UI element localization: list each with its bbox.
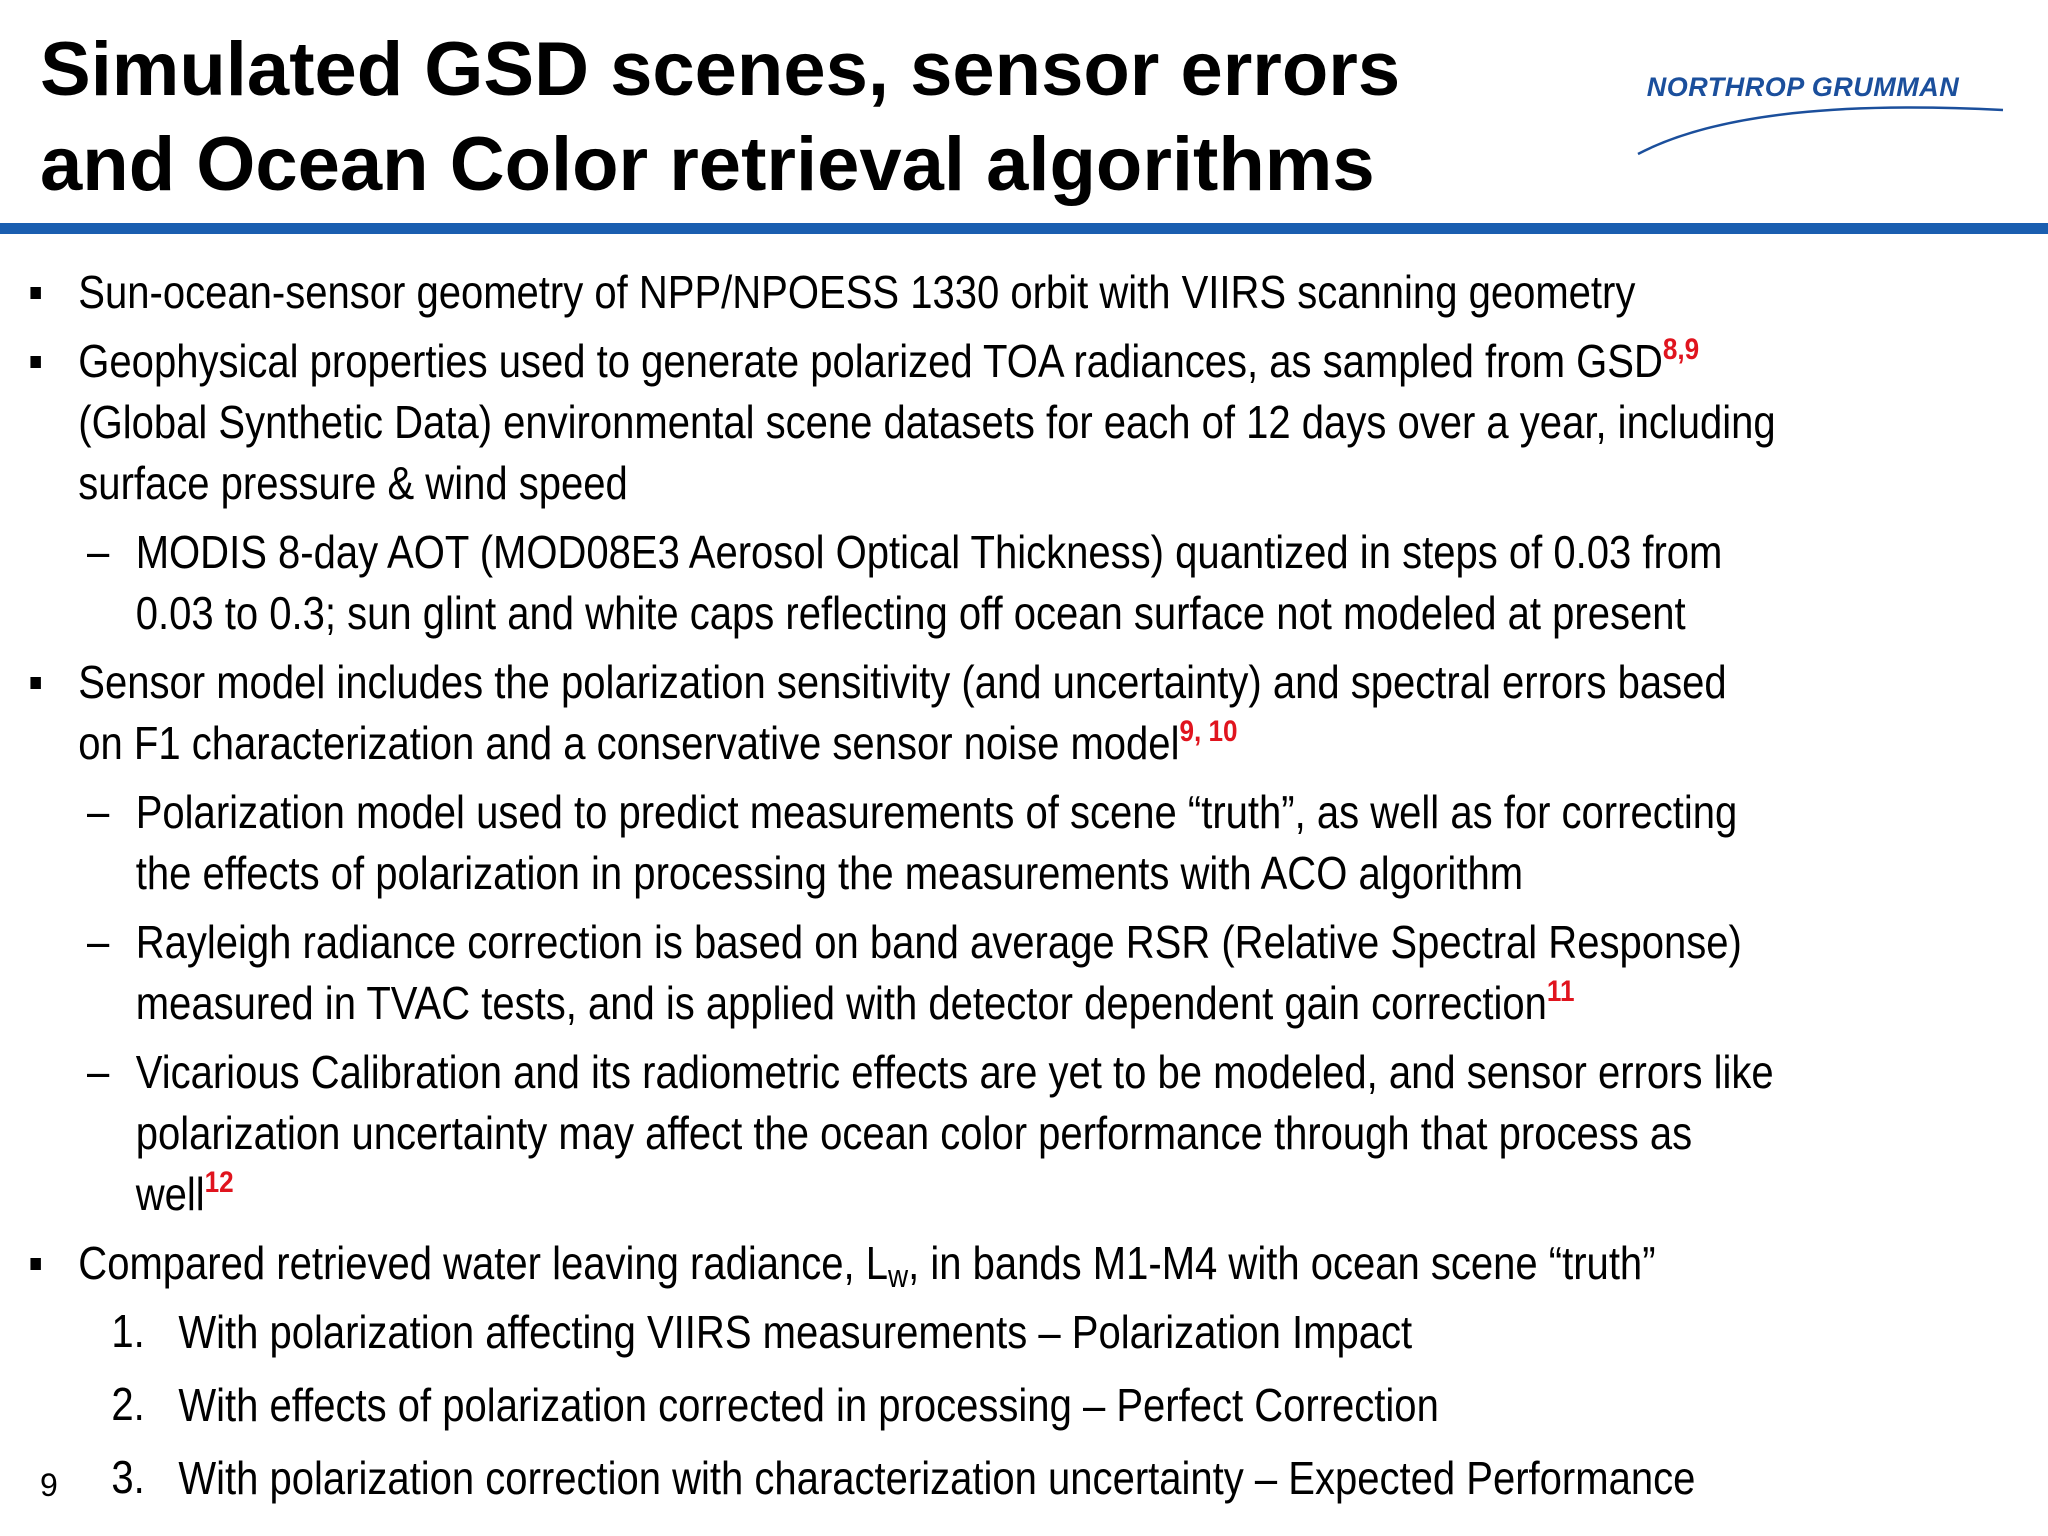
item-number: 3. bbox=[111, 1451, 145, 1503]
numbered-item: 2. With effects of polarization correcte… bbox=[0, 1375, 1782, 1436]
bullet-text: Sensor model includes the polarization s… bbox=[78, 656, 1727, 769]
numbered-item-text: With effects of polarization corrected i… bbox=[178, 1379, 1439, 1431]
page-number: 9 bbox=[40, 1467, 58, 1503]
sub-bullet-item: – MODIS 8-day AOT (MOD08E3 Aerosol Optic… bbox=[0, 522, 1782, 644]
sub-bullet-item: – Vicarious Calibration and its radiomet… bbox=[0, 1042, 1782, 1225]
sub-bullet-text: Rayleigh radiance correction is based on… bbox=[135, 916, 1742, 1029]
slide-body: Sun-ocean-sensor geometry of NPP/NPOESS … bbox=[0, 262, 1782, 1521]
square-bullet-icon bbox=[30, 356, 41, 368]
numbered-item-text: With polarization correction with charac… bbox=[178, 1452, 1696, 1504]
slide-title: Simulated GSD scenes, sensor errors and … bbox=[40, 22, 1540, 212]
item-number: 1. bbox=[111, 1305, 145, 1357]
bullet-text: Compared retrieved water leaving radianc… bbox=[78, 1237, 889, 1289]
reference-superscript: 9, 10 bbox=[1179, 715, 1238, 748]
numbered-item: 1. With polarization affecting VIIRS mea… bbox=[0, 1302, 1782, 1363]
northrop-grumman-logo: NORTHROP GRUMMAN bbox=[1598, 72, 2008, 162]
bullet-text-continued: (Global Synthetic Data) environmental sc… bbox=[78, 396, 1776, 509]
dash-marker: – bbox=[87, 1045, 110, 1097]
dash-marker: – bbox=[87, 525, 110, 577]
numbered-item-text: With polarization affecting VIIRS measur… bbox=[178, 1306, 1413, 1358]
title-line-1: Simulated GSD scenes, sensor errors bbox=[40, 27, 1401, 112]
bullet-item: Sun-ocean-sensor geometry of NPP/NPOESS … bbox=[0, 262, 1782, 323]
reference-superscript: 12 bbox=[204, 1166, 234, 1199]
square-bullet-icon bbox=[30, 287, 41, 299]
dash-marker: – bbox=[87, 785, 110, 837]
bullet-item: Sensor model includes the polarization s… bbox=[0, 652, 1782, 774]
reference-superscript: 11 bbox=[1546, 975, 1575, 1008]
sub-bullet-item: – Rayleigh radiance correction is based … bbox=[0, 912, 1782, 1034]
bullet-text-continued: , in bands M1-M4 with ocean scene “truth… bbox=[908, 1237, 1656, 1289]
bullet-text: Geophysical properties used to generate … bbox=[78, 335, 1663, 387]
numbered-item: 3. With polarization correction with cha… bbox=[0, 1448, 1782, 1509]
sub-bullet-text: Polarization model used to predict measu… bbox=[135, 786, 1738, 899]
sub-bullet-item: – Polarization model used to predict mea… bbox=[0, 782, 1782, 904]
sub-bullet-text: Vicarious Calibration and its radiometri… bbox=[135, 1046, 1774, 1220]
bullet-text: Sun-ocean-sensor geometry of NPP/NPOESS … bbox=[78, 266, 1636, 318]
title-line-2: and Ocean Color retrieval algorithms bbox=[40, 122, 1375, 207]
reference-superscript: 8,9 bbox=[1662, 333, 1700, 366]
square-bullet-icon bbox=[30, 1258, 41, 1270]
subscript-w: w bbox=[888, 1258, 909, 1294]
bullet-item: Compared retrieved water leaving radianc… bbox=[0, 1233, 1782, 1294]
logo-swoosh-icon bbox=[1637, 106, 2004, 156]
item-number: 2. bbox=[111, 1378, 145, 1430]
square-bullet-icon bbox=[30, 677, 41, 689]
sub-bullet-text: MODIS 8-day AOT (MOD08E3 Aerosol Optical… bbox=[135, 526, 1723, 639]
bullet-item: Geophysical properties used to generate … bbox=[0, 331, 1782, 514]
header-divider bbox=[0, 223, 2048, 234]
logo-wordmark: NORTHROP GRUMMAN bbox=[1646, 72, 1960, 102]
dash-marker: – bbox=[87, 915, 110, 967]
